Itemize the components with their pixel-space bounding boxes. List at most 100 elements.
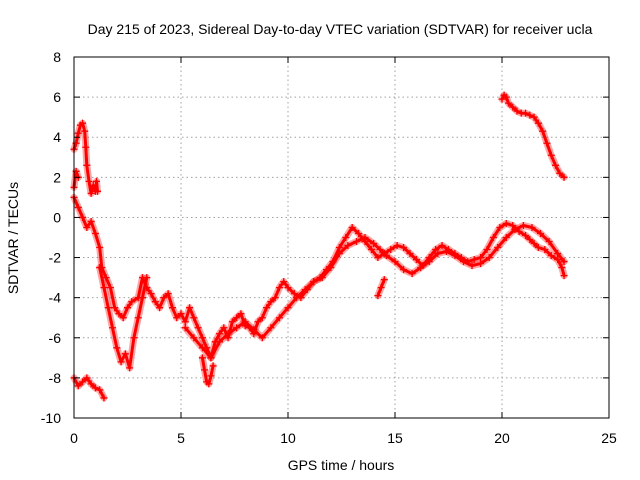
data-point — [301, 286, 309, 294]
data-point — [156, 304, 164, 312]
data-point — [412, 256, 420, 264]
data-point — [537, 229, 545, 237]
y-tick-label: 6 — [53, 89, 61, 105]
data-point — [79, 119, 87, 127]
data-point — [552, 161, 559, 169]
data-point — [205, 380, 213, 388]
data-point — [207, 372, 215, 380]
data-point — [459, 258, 467, 266]
data-point — [547, 151, 555, 159]
x-tick-label: 5 — [177, 430, 185, 446]
data-point — [173, 314, 181, 322]
data-point — [558, 264, 566, 272]
data-point — [526, 236, 534, 244]
data-point — [87, 380, 95, 388]
data-point — [241, 318, 249, 326]
data-point — [515, 227, 523, 235]
data-point — [216, 330, 224, 338]
data-point — [374, 254, 382, 262]
data-point — [79, 213, 87, 221]
data-point — [293, 294, 301, 302]
data-point — [498, 95, 506, 103]
data-point — [94, 187, 102, 195]
y-tick-label: 2 — [53, 169, 61, 185]
data-point — [380, 276, 388, 284]
data-point — [100, 394, 108, 402]
data-point — [233, 314, 241, 322]
data-point — [168, 304, 176, 312]
data-point — [374, 292, 382, 300]
data-point — [115, 310, 123, 318]
data-point — [280, 278, 288, 286]
data-point — [470, 256, 478, 264]
data-point — [541, 246, 549, 254]
data-point — [348, 223, 356, 231]
data-point — [186, 304, 194, 312]
data-point — [85, 177, 93, 185]
data-point — [391, 258, 399, 266]
data-point — [106, 284, 114, 292]
data-point — [147, 290, 155, 298]
data-point — [134, 314, 142, 322]
data-point — [209, 362, 217, 370]
data-point — [102, 274, 110, 282]
data-point — [275, 284, 283, 292]
data-point — [82, 143, 90, 151]
data-point — [284, 304, 292, 312]
data-point — [198, 334, 206, 342]
x-tick-label: 15 — [387, 430, 403, 446]
data-point — [284, 284, 292, 292]
data-point — [74, 203, 82, 211]
data-point — [190, 314, 198, 322]
x-tick-label: 25 — [601, 430, 617, 446]
data-point — [560, 173, 568, 181]
data-point — [258, 334, 266, 342]
data-point — [254, 318, 262, 326]
data-point — [376, 246, 384, 254]
data-point — [530, 240, 538, 248]
data-point — [164, 290, 172, 298]
data-point — [113, 344, 121, 352]
data-point — [489, 234, 497, 241]
data-point — [513, 107, 521, 115]
data-point — [198, 344, 206, 352]
data-point — [417, 264, 425, 272]
data-point — [496, 223, 504, 231]
data-point — [528, 223, 536, 231]
data-point — [511, 225, 519, 233]
data-point — [406, 250, 414, 258]
y-tick-label: 0 — [53, 209, 61, 225]
data-point — [556, 169, 564, 177]
data-point — [201, 366, 209, 374]
x-axis-label: GPS time / hours — [288, 457, 395, 473]
y-tick-label: 8 — [53, 49, 61, 65]
data-point — [87, 217, 95, 225]
data-point — [554, 256, 562, 264]
data-point — [109, 324, 117, 332]
grid — [74, 57, 609, 418]
data-point — [111, 304, 119, 312]
data-point — [117, 358, 125, 366]
data-point — [442, 248, 450, 256]
data-point — [263, 304, 271, 312]
data-point — [275, 314, 283, 322]
data-point — [267, 298, 275, 306]
data-point — [526, 111, 534, 119]
axis-ticks — [73, 56, 610, 419]
data-point — [485, 254, 493, 262]
data-point — [377, 284, 385, 292]
data-point — [104, 304, 112, 312]
data-point — [509, 221, 517, 229]
data-point — [554, 250, 562, 258]
data-point — [119, 314, 127, 322]
data-point — [91, 384, 99, 392]
data-point — [216, 338, 224, 346]
data-point — [194, 324, 202, 332]
data-point — [335, 250, 343, 258]
data-point — [267, 324, 275, 332]
data-point — [361, 234, 369, 241]
data-point — [560, 258, 568, 266]
y-tick-label: -4 — [49, 290, 62, 306]
data-point — [382, 252, 390, 260]
